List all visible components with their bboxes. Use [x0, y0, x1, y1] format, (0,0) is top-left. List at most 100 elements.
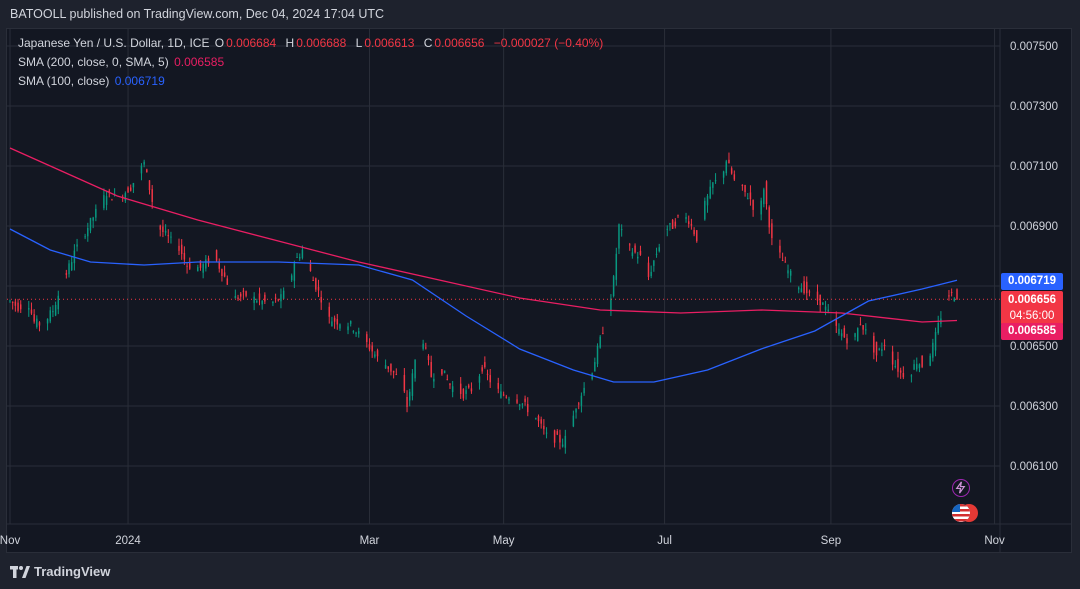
legend-sma100-row[interactable]: SMA (100, close) 0.006719: [18, 72, 609, 91]
candle-body: [132, 182, 135, 188]
candle-body: [465, 390, 467, 394]
candle-body: [891, 351, 894, 365]
legend-sma200-row[interactable]: SMA (200, close, 0, SMA, 5) 0.006585: [18, 53, 609, 72]
candle-body: [913, 364, 915, 370]
candle-body: [411, 373, 414, 396]
candle-body: [111, 199, 113, 201]
candle-body: [733, 174, 736, 180]
candle-body: [875, 341, 878, 356]
candle-body: [894, 366, 897, 368]
candle-body: [443, 370, 446, 374]
candle-body: [819, 294, 821, 306]
tradingview-logo-text: TradingView: [34, 564, 111, 579]
candle-body: [403, 375, 406, 392]
candle-body: [521, 403, 524, 405]
candle-body: [846, 338, 848, 344]
candle-body: [328, 306, 330, 317]
x-tick-label: Jul: [657, 535, 672, 547]
candle-body: [408, 391, 411, 401]
candle-body: [52, 310, 54, 313]
candle-body: [781, 260, 784, 262]
legend-symbol: Japanese Yen / U.S. Dollar, 1D, ICE: [18, 36, 210, 50]
legend-sma200-value: 0.006585: [174, 55, 225, 69]
x-tick-label: Nov: [984, 535, 1005, 547]
candle-body: [787, 270, 789, 274]
candle-body: [827, 309, 829, 312]
candle-body: [497, 382, 499, 389]
candle-body: [478, 376, 481, 383]
candle-body: [374, 354, 376, 357]
lightning-icon[interactable]: [952, 479, 970, 497]
candle-body: [486, 373, 489, 375]
candle-body: [669, 223, 671, 225]
candle-body: [422, 343, 424, 349]
candle-body: [747, 198, 749, 200]
candle-body: [859, 324, 862, 326]
candle-body: [331, 321, 333, 327]
candle-body: [358, 331, 360, 334]
candle-body: [752, 200, 754, 210]
sma100-line: [9, 228, 958, 383]
candle-body: [349, 321, 352, 324]
candle-body: [376, 350, 379, 357]
candle-body: [800, 288, 803, 293]
candle-body: [543, 425, 545, 430]
candle-body: [186, 265, 188, 267]
candle-body: [575, 409, 577, 413]
candle-body: [610, 298, 612, 312]
legend-sma200-label: SMA (200, close, 0, SMA, 5): [18, 55, 169, 69]
candle-body: [70, 262, 73, 271]
candle-body: [797, 287, 800, 290]
tradingview-logo-icon: [10, 565, 30, 578]
candle-body: [615, 253, 618, 280]
candle-body: [655, 253, 658, 255]
candle-body: [202, 264, 204, 273]
candle-body: [368, 344, 371, 350]
candle-body: [223, 272, 226, 277]
candle-body: [502, 394, 505, 396]
candle-body: [164, 230, 167, 233]
candle-body: [934, 332, 937, 351]
candle-body: [631, 252, 634, 257]
candle-body: [38, 322, 41, 326]
candle-body: [462, 389, 465, 399]
candle-body: [390, 363, 392, 372]
candle-body: [46, 318, 49, 324]
candle-body: [237, 297, 239, 300]
candle-body: [910, 375, 913, 377]
candle-body: [803, 281, 805, 294]
candle-body: [902, 372, 905, 378]
candle-body: [57, 295, 60, 310]
candle-body: [451, 386, 454, 393]
candle-body: [180, 244, 183, 254]
tradingview-logo[interactable]: TradingView: [10, 564, 110, 579]
candle-body: [685, 216, 687, 220]
y-tick-label: 0.006900: [1010, 221, 1058, 233]
candle-body: [881, 349, 883, 351]
candle-body: [146, 169, 148, 173]
candle-body: [468, 385, 470, 388]
candle-body: [105, 196, 108, 205]
candle-body: [167, 235, 170, 237]
candle-body: [68, 263, 70, 275]
candle-body: [347, 326, 349, 331]
candle-body: [449, 383, 451, 386]
candle-body: [17, 302, 19, 311]
legend-open-label: O: [214, 36, 225, 50]
candle-body: [441, 369, 443, 375]
candle-body: [873, 336, 875, 353]
candle-body: [674, 221, 677, 227]
candle-body: [162, 226, 164, 233]
candle-body: [54, 304, 57, 316]
x-tick-label: 2024: [115, 535, 141, 547]
candle-body: [594, 362, 596, 372]
legend-open-value: 0.006684: [226, 36, 277, 50]
candle-body: [535, 418, 537, 420]
candle-body: [744, 185, 746, 193]
legend-high-value: 0.006688: [296, 36, 347, 50]
candle-body: [84, 236, 86, 238]
y-tick-label: 0.006100: [1010, 461, 1058, 473]
us-flag-icon[interactable]: [952, 504, 970, 522]
candle-body: [712, 182, 714, 188]
